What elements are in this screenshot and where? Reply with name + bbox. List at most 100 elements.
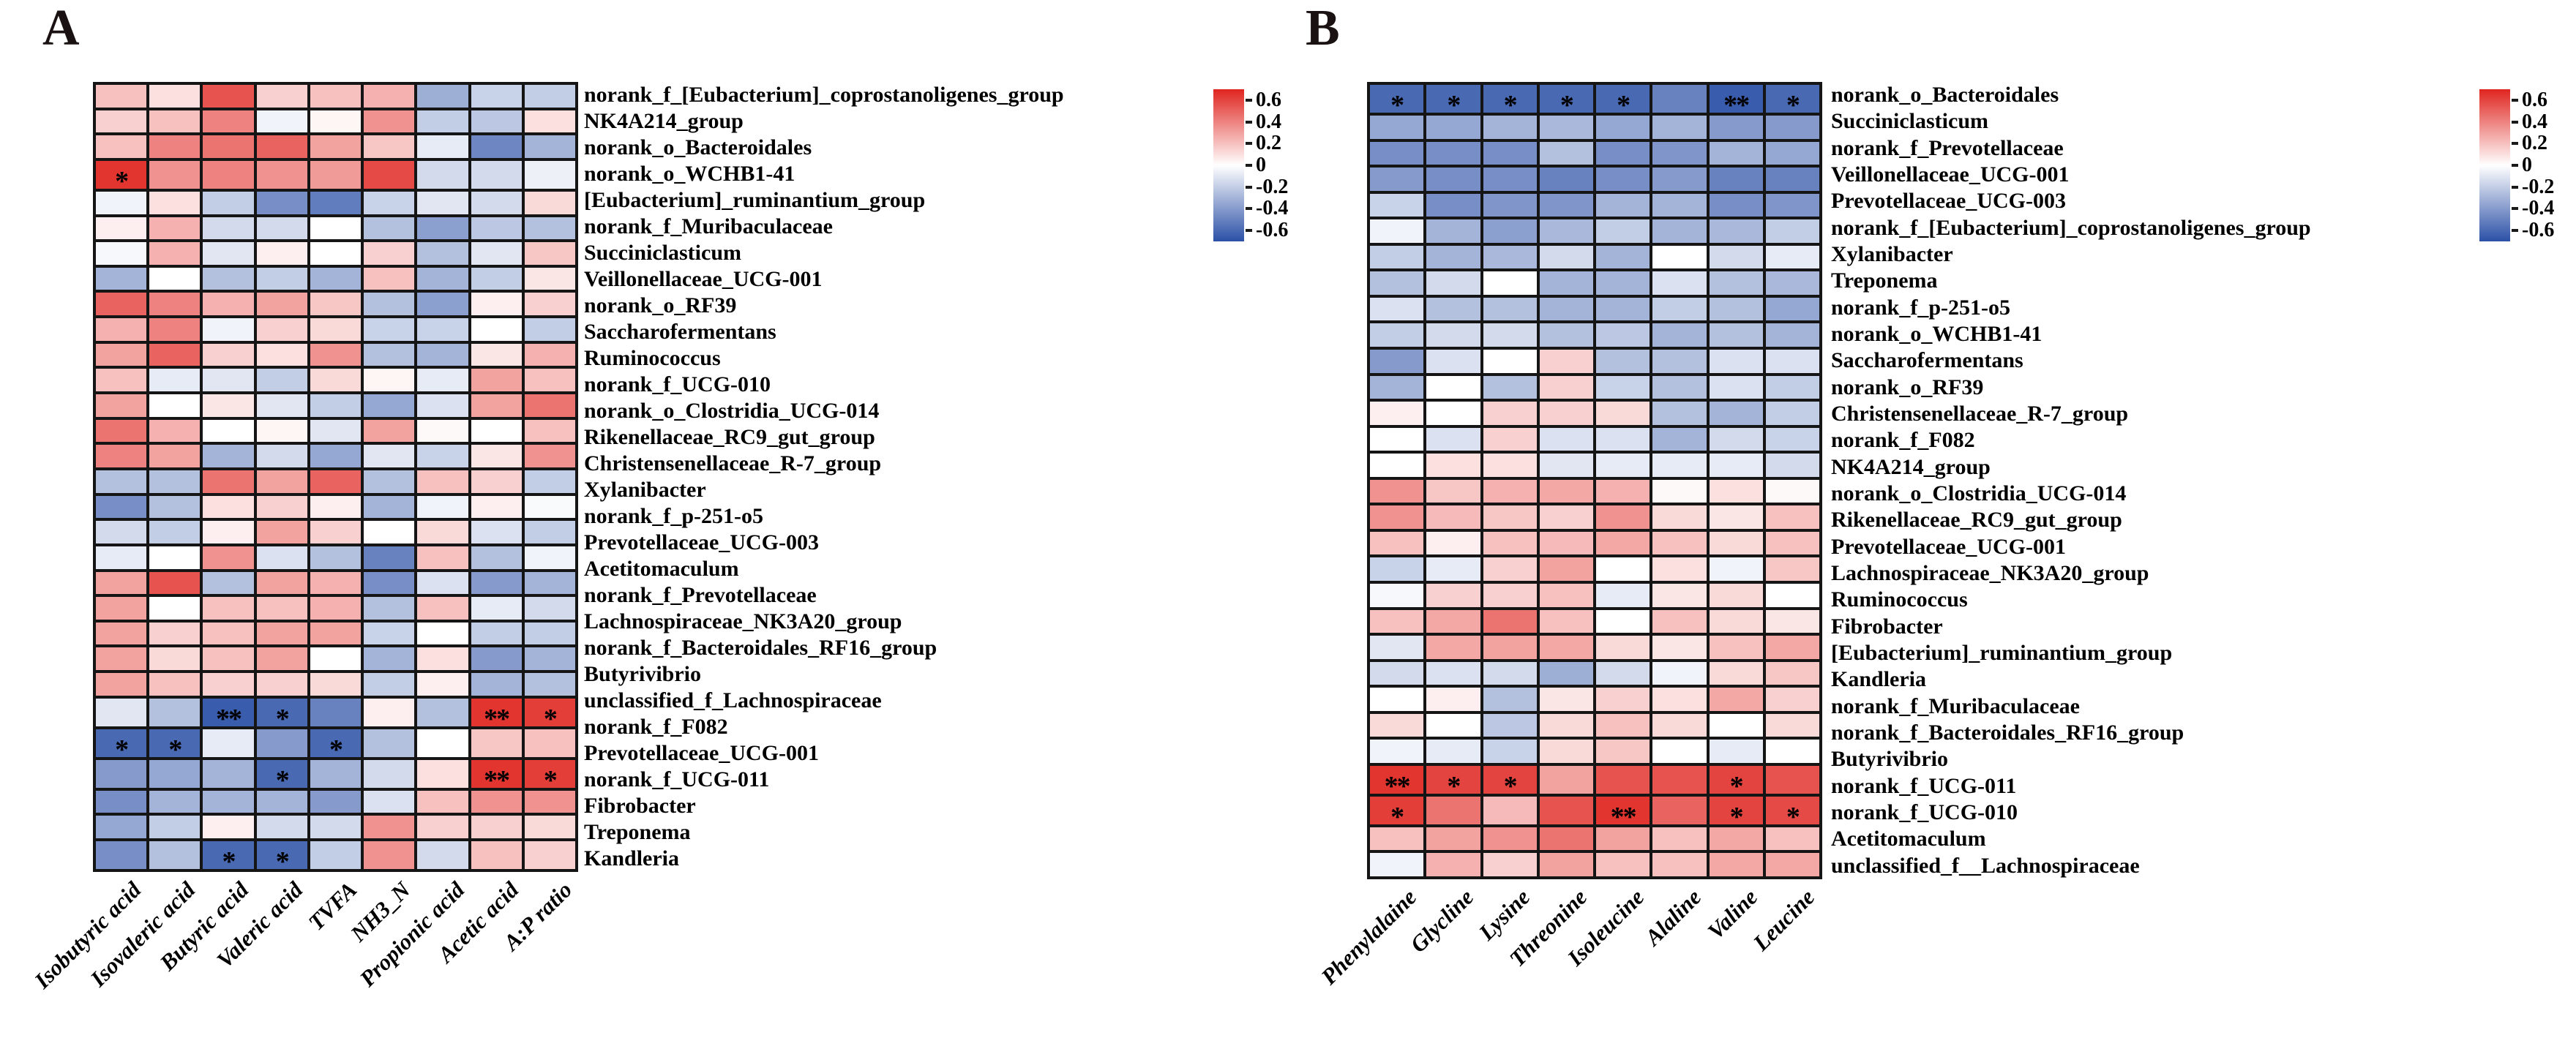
heatmap-cell — [523, 672, 577, 697]
heatmap-cell — [1481, 218, 1538, 244]
heatmap-cell — [201, 367, 255, 394]
heatmap-cell — [1707, 556, 1764, 582]
heatmap-cell — [523, 317, 577, 342]
heatmap-cell — [148, 696, 202, 728]
heatmap-cell — [1707, 426, 1764, 453]
significance-star: * — [543, 703, 558, 734]
heatmap-cell — [1595, 348, 1652, 375]
heatmap-cell: ** — [1595, 794, 1652, 831]
heatmap-cell — [1707, 504, 1764, 530]
heatmap-cell — [1425, 556, 1482, 582]
row-label: norank_o_WCHB1-41 — [1831, 322, 2043, 347]
significance-star: * — [1447, 90, 1461, 121]
heatmap-cell — [523, 839, 577, 870]
heatmap-cell — [469, 544, 523, 571]
heatmap-cell — [523, 494, 577, 520]
heatmap-cell — [1538, 686, 1595, 712]
heatmap-cell — [308, 291, 363, 317]
row-label: Saccharofermentans — [1831, 348, 2023, 373]
heatmap-cell — [1538, 452, 1595, 478]
significance-star: ** — [1610, 801, 1637, 832]
heatmap-cell — [1595, 218, 1652, 244]
heatmap-cell — [148, 266, 202, 292]
heatmap-cell — [1481, 374, 1538, 401]
heatmap-cell — [1595, 738, 1652, 764]
heatmap-cell — [362, 696, 416, 728]
significance-star: * — [1560, 90, 1574, 121]
heatmap-cell — [1425, 738, 1482, 764]
heatmap-cell — [1707, 192, 1764, 219]
row-label: norank_f_UCG-011 — [1831, 773, 2017, 798]
heatmap-cell — [255, 620, 309, 647]
heatmap-cell — [523, 134, 577, 159]
heatmap-cell: * — [1707, 764, 1764, 800]
heatmap-cell — [1595, 556, 1652, 582]
heatmap-cell — [201, 468, 255, 494]
significance-star: * — [1786, 90, 1800, 121]
heatmap-cell — [148, 758, 202, 789]
heatmap-cell — [523, 393, 577, 418]
heatmap-cell — [148, 291, 202, 317]
heatmap-cell — [308, 789, 363, 815]
heatmap-cell — [1651, 712, 1708, 739]
heatmap-cell — [1764, 478, 1821, 505]
significance-star: * — [115, 165, 129, 197]
heatmap-cell — [1595, 296, 1652, 323]
heatmap-cell — [362, 159, 416, 190]
heatmap-cell: ** — [1707, 83, 1764, 119]
heatmap-cell — [308, 189, 363, 216]
heatmap-cell — [1538, 218, 1595, 244]
heatmap-cell — [1764, 166, 1821, 192]
heatmap-cell — [362, 758, 416, 789]
row-label: norank_f_p-251-o5 — [1831, 295, 2011, 320]
heatmap-cell — [362, 291, 416, 317]
heatmap-cell — [1764, 114, 1821, 140]
row-label: norank_f_p-251-o5 — [584, 504, 764, 528]
heatmap-cell — [1764, 296, 1821, 323]
heatmap-cell — [1538, 764, 1595, 795]
colorbar-tick — [2512, 120, 2518, 124]
row-label: Treponema — [584, 820, 691, 844]
heatmap-cell — [416, 393, 470, 418]
heatmap-cell — [416, 727, 470, 759]
row-label: Ruminococcus — [584, 346, 721, 370]
colorbar-tick-label: -0.2 — [1256, 175, 1289, 198]
colorbar-tick — [2512, 142, 2518, 146]
heatmap-cell — [362, 215, 416, 241]
heatmap-cell — [1425, 426, 1482, 453]
heatmap-cell — [362, 814, 416, 840]
heatmap-cell — [1481, 634, 1538, 661]
heatmap-cell — [1707, 348, 1764, 375]
significance-star: * — [1617, 90, 1630, 121]
heatmap-cell — [148, 367, 202, 394]
heatmap-cell — [1707, 166, 1764, 192]
heatmap-cell — [1764, 322, 1821, 348]
heatmap-cell — [1368, 608, 1426, 635]
row-label: norank_o_Clostridia_UCG-014 — [584, 399, 880, 423]
heatmap-cell: * — [523, 696, 577, 733]
heatmap-cell — [1707, 244, 1764, 271]
heatmap-cell — [1425, 794, 1482, 826]
significance-star: * — [1503, 770, 1518, 802]
heatmap-cell — [201, 317, 255, 342]
heatmap-cell — [308, 570, 363, 596]
heatmap-cell — [469, 595, 523, 621]
heatmap-cell — [1595, 712, 1652, 739]
heatmap-cell — [255, 393, 309, 418]
heatmap-cell — [148, 519, 202, 545]
heatmap-cell — [148, 241, 202, 266]
heatmap-cell — [1538, 738, 1595, 764]
heatmap-cell — [1425, 270, 1482, 296]
heatmap-cell — [362, 443, 416, 469]
heatmap-cell — [1481, 712, 1538, 739]
heatmap-cell — [1595, 764, 1652, 795]
heatmap-cell — [201, 108, 255, 135]
row-label: Butyrivibrio — [584, 662, 702, 686]
heatmap-cell — [308, 595, 363, 621]
heatmap-cell — [362, 393, 416, 418]
heatmap-cell — [1538, 712, 1595, 739]
significance-star: ** — [1723, 90, 1750, 121]
heatmap-cell — [1764, 504, 1821, 530]
row-label: Kandleria — [584, 846, 680, 870]
significance-star: * — [222, 846, 236, 877]
